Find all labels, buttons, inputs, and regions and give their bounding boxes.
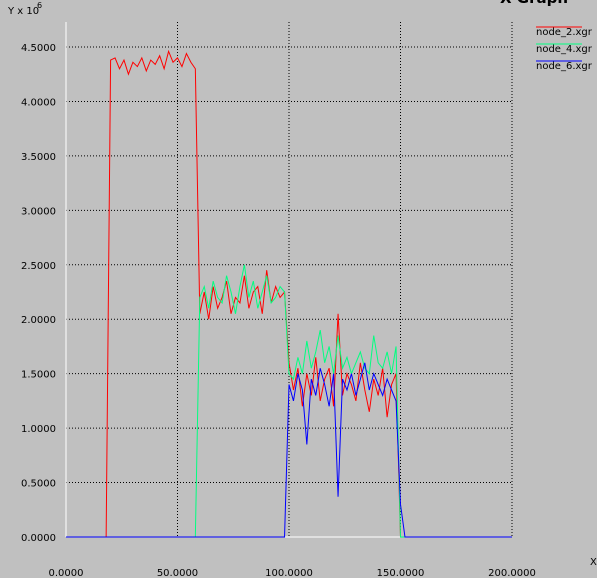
x-tick-label: 0.0000 xyxy=(49,568,84,578)
y-tick-label: 2.5000 xyxy=(21,261,56,272)
y-tick-label: 4.5000 xyxy=(21,43,56,54)
x-axis-label: X xyxy=(590,557,597,568)
y-tick-label: 4.0000 xyxy=(21,97,56,108)
series-line xyxy=(66,362,512,538)
y-tick-label: 0.5000 xyxy=(21,479,56,490)
legend-label: node_6.xgr xyxy=(536,61,593,72)
y-tick-label: 3.0000 xyxy=(21,206,56,217)
legend-label: node_2.xgr xyxy=(536,27,593,38)
x-tick-label: 50.0000 xyxy=(157,568,198,578)
y-tick-label: 0.0000 xyxy=(21,533,56,544)
y-tick-label: 1.5000 xyxy=(21,370,56,381)
x-tick-label: 200.0000 xyxy=(488,568,536,578)
y-tick-label: 1.0000 xyxy=(21,424,56,435)
x-tick-label: 100.0000 xyxy=(265,568,313,578)
chart-title: X Graph xyxy=(500,0,568,7)
y-tick-label: 3.5000 xyxy=(21,152,56,163)
legend-label: node_4.xgr xyxy=(536,44,593,55)
y-tick-label: 2.0000 xyxy=(21,315,56,326)
y-axis-exponent: 6 xyxy=(37,1,42,10)
x-tick-label: 150.0000 xyxy=(377,568,425,578)
y-axis-label: Y x 10 xyxy=(7,6,39,17)
